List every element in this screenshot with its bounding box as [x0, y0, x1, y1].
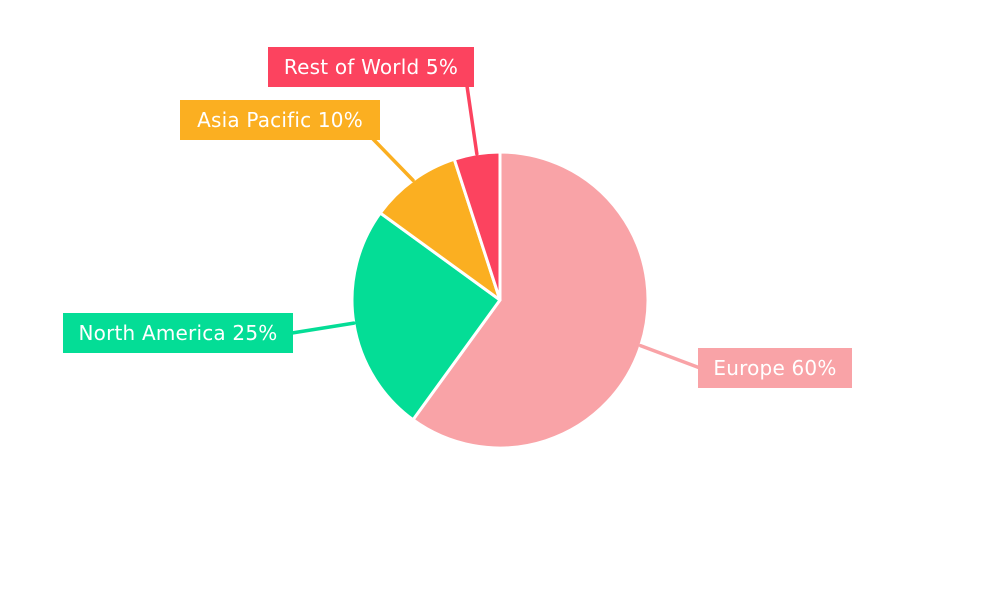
callout-text-asia-pacific: Asia Pacific 10%: [197, 108, 363, 132]
callout-text-europe: Europe 60%: [713, 356, 837, 380]
leader-line-north-america: [290, 321, 356, 335]
pie-slices-layer: [350, 150, 650, 450]
callout-label-north-america: North America 25%: [63, 313, 293, 353]
callout-text-north-america: North America 25%: [78, 321, 278, 345]
callout-label-asia-pacific: Asia Pacific 10%: [180, 100, 380, 140]
leader-line-europe: [639, 343, 702, 370]
callout-label-rest-of-world: Rest of World 5%: [268, 47, 474, 87]
leader-line-rest-of-world: [465, 84, 479, 156]
callout-label-europe: Europe 60%: [698, 348, 852, 388]
leader-lines-layer: [290, 84, 702, 370]
leader-line-asia-pacific: [371, 137, 415, 183]
callout-text-rest-of-world: Rest of World 5%: [283, 55, 459, 79]
